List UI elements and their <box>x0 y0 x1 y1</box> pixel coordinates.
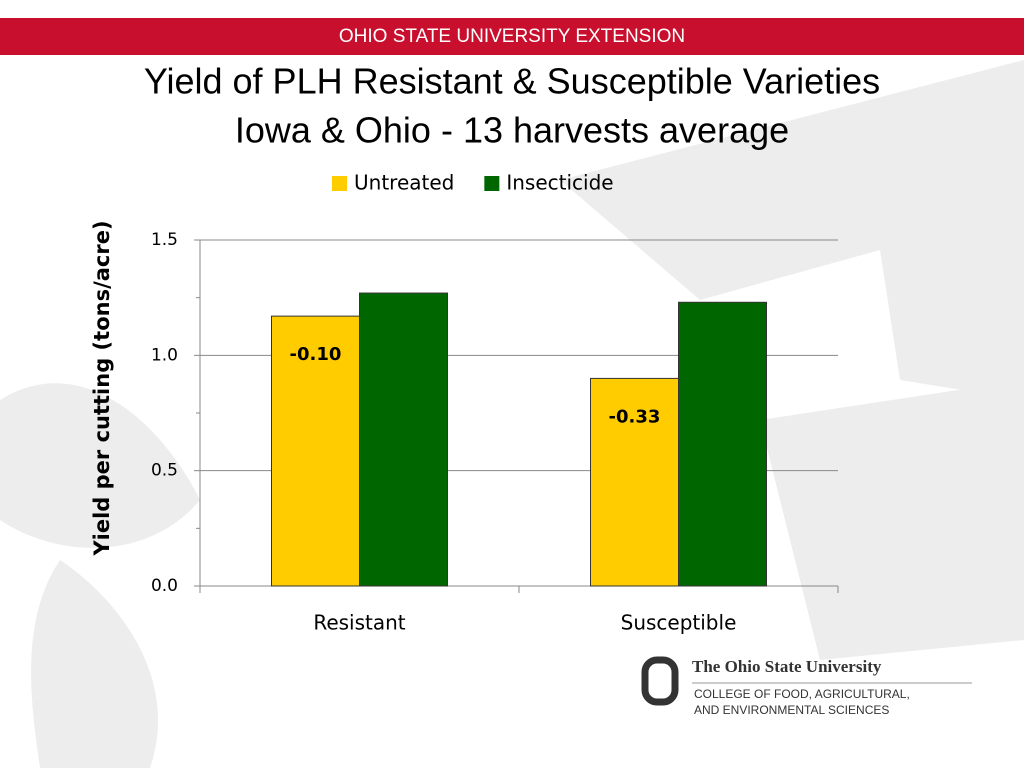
y-axis-label: Yield per cutting (tons/acre) <box>90 220 114 556</box>
x-tick-label: Susceptible <box>621 611 737 635</box>
legend-label: Insecticide <box>506 171 613 195</box>
y-tick-label: 1.5 <box>151 230 178 250</box>
logo-line: COLLEGE OF FOOD, AGRICULTURAL, <box>694 687 910 701</box>
y-tick-label: 0.5 <box>151 461 178 481</box>
logo-mark <box>641 656 679 706</box>
logo-line: AND ENVIRONMENTAL SCIENCES <box>694 703 889 717</box>
y-tick-label: 0.0 <box>151 576 178 596</box>
legend-label: Untreated <box>354 171 454 195</box>
legend-swatch <box>484 176 500 191</box>
y-tick-label: 1.0 <box>151 345 178 365</box>
bar <box>678 301 767 587</box>
banner-text: OHIO STATE UNIVERSITY EXTENSION <box>339 26 685 47</box>
logo-name: The Ohio State University <box>692 657 882 676</box>
chart-subtitle: Iowa & Ohio - 13 harvests average <box>235 110 789 151</box>
logo: The Ohio State University COLLEGE OF FOO… <box>641 656 972 717</box>
background-art <box>0 60 1024 768</box>
annotation: -0.10 <box>290 344 342 365</box>
chart-title: Yield of PLH Resistant & Susceptible Var… <box>144 61 880 102</box>
banner <box>0 18 1024 55</box>
annotation: -0.33 <box>609 406 661 427</box>
bar <box>590 377 679 587</box>
x-tick-label: Resistant <box>313 611 405 635</box>
legend-swatch <box>332 176 347 191</box>
bar <box>359 292 448 587</box>
